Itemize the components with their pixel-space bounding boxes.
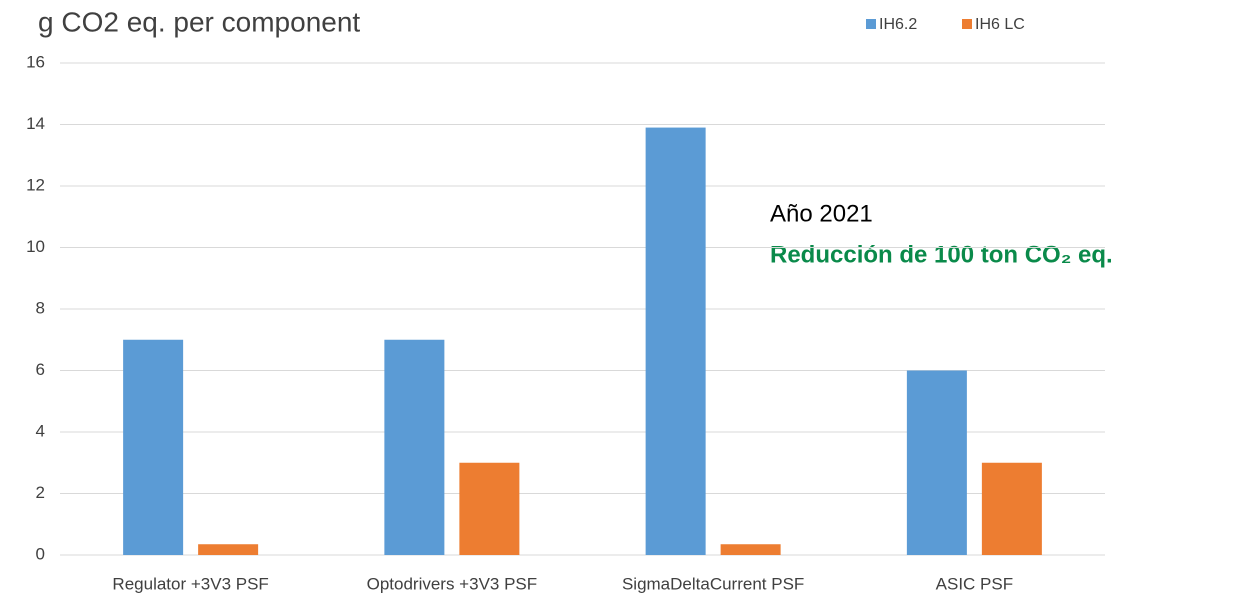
- bar: [645, 127, 706, 555]
- legend-swatch: [962, 19, 972, 29]
- y-tick-label: 0: [36, 544, 45, 563]
- y-tick-label: 14: [26, 114, 45, 133]
- legend-label: IH6 LC: [975, 16, 1025, 33]
- y-tick-label: 4: [36, 421, 45, 440]
- annotation: Reducción de 100 ton CO₂ eq.: [770, 241, 1113, 268]
- x-tick-label: Optodrivers +3V3 PSF: [367, 574, 538, 593]
- x-tick-label: Regulator +3V3 PSF: [112, 574, 268, 593]
- x-tick-label: SigmaDeltaCurrent PSF: [622, 574, 804, 593]
- bar: [720, 544, 781, 555]
- y-tick-label: 12: [26, 175, 45, 194]
- bar: [459, 462, 520, 555]
- bar: [981, 462, 1042, 555]
- y-tick-label: 16: [26, 52, 45, 71]
- bar: [384, 339, 445, 555]
- legend-label: IH6.2: [879, 16, 917, 33]
- bar: [198, 544, 259, 555]
- y-tick-label: 8: [36, 298, 45, 317]
- annotation: Año 2021: [770, 200, 873, 227]
- legend-swatch: [866, 19, 876, 29]
- bar: [123, 339, 184, 555]
- y-tick-label: 2: [36, 483, 45, 502]
- bar: [906, 370, 967, 555]
- chart-title: g CO2 eq. per component: [38, 6, 360, 37]
- y-tick-label: 10: [26, 237, 45, 256]
- x-tick-label: ASIC PSF: [936, 574, 1013, 593]
- y-tick-label: 6: [36, 360, 45, 379]
